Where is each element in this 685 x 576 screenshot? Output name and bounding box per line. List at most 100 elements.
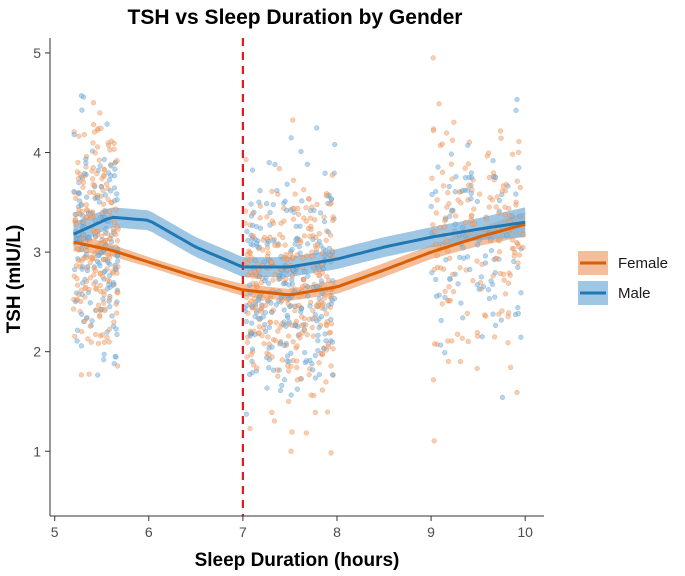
- data-point: [98, 250, 105, 256]
- data-point: [75, 246, 81, 252]
- data-point: [84, 207, 90, 213]
- data-point: [501, 277, 507, 283]
- data-point: [471, 221, 478, 227]
- data-point: [436, 101, 442, 107]
- data-point: [320, 300, 326, 307]
- data-point: [448, 161, 455, 167]
- data-point: [439, 169, 446, 175]
- data-point: [292, 191, 298, 197]
- data-point: [92, 182, 98, 189]
- data-point: [496, 311, 502, 317]
- data-point: [437, 225, 443, 231]
- data-point: [449, 137, 456, 143]
- data-point: [460, 224, 466, 231]
- data-point: [476, 286, 482, 292]
- data-point: [316, 360, 322, 366]
- data-point: [502, 204, 508, 210]
- data-point: [496, 249, 503, 255]
- data-point: [73, 221, 79, 227]
- data-point: [280, 273, 286, 279]
- data-point: [470, 278, 476, 284]
- data-point: [269, 309, 275, 316]
- data-point: [297, 240, 304, 246]
- data-point: [244, 339, 251, 346]
- data-point: [79, 107, 85, 113]
- data-point: [260, 247, 266, 253]
- data-point: [266, 345, 272, 351]
- data-point: [316, 273, 322, 279]
- data-point: [302, 349, 308, 356]
- data-point: [438, 317, 444, 324]
- data-point: [81, 170, 88, 177]
- data-point: [321, 346, 327, 352]
- data-point: [90, 100, 97, 106]
- data-point: [468, 196, 474, 202]
- data-point: [304, 253, 310, 259]
- data-point: [314, 283, 320, 290]
- data-point: [266, 351, 272, 358]
- data-point: [113, 310, 120, 316]
- data-point: [474, 282, 480, 288]
- data-point: [505, 340, 511, 346]
- data-point: [80, 231, 86, 237]
- data-point: [457, 254, 463, 261]
- data-point: [277, 231, 283, 238]
- data-point: [269, 259, 275, 265]
- data-point: [316, 325, 322, 331]
- data-point: [299, 322, 305, 329]
- data-point: [101, 288, 107, 295]
- legend-label-male: Male: [618, 285, 651, 302]
- male-ci-ribbon: [73, 207, 526, 277]
- data-point: [449, 176, 455, 182]
- data-point: [494, 194, 500, 200]
- x-tick-label: 5: [51, 524, 59, 540]
- data-point: [483, 216, 490, 222]
- legend: Female Male: [578, 251, 668, 305]
- data-point: [318, 278, 325, 284]
- data-point: [312, 352, 319, 359]
- data-point: [464, 310, 470, 317]
- data-point: [259, 332, 265, 339]
- data-point: [281, 342, 287, 349]
- data-point: [459, 188, 466, 194]
- data-point: [74, 297, 81, 303]
- data-point: [79, 328, 85, 335]
- data-point: [299, 283, 306, 290]
- data-point: [514, 178, 520, 184]
- data-point: [254, 365, 260, 371]
- data-point: [498, 135, 504, 141]
- data-point: [467, 266, 473, 273]
- data-point: [465, 142, 471, 148]
- data-point: [507, 272, 513, 278]
- data-point: [292, 307, 298, 314]
- data-point: [246, 371, 253, 378]
- data-point: [513, 191, 519, 197]
- data-point: [72, 216, 79, 222]
- x-tick-label: 10: [517, 524, 533, 540]
- data-point: [460, 315, 466, 321]
- data-point: [248, 255, 255, 261]
- data-point: [321, 214, 327, 220]
- data-point: [310, 367, 316, 373]
- data-point: [101, 173, 107, 179]
- data-point: [76, 191, 82, 197]
- data-point: [431, 228, 438, 235]
- x-tick-label: 9: [427, 524, 435, 540]
- data-point: [458, 300, 464, 306]
- data-point: [312, 375, 319, 381]
- data-point: [305, 293, 311, 299]
- data-point: [446, 284, 452, 290]
- data-point: [107, 188, 114, 194]
- data-point: [109, 313, 115, 319]
- data-point: [433, 210, 439, 216]
- data-point: [278, 253, 284, 260]
- data-point: [507, 364, 514, 371]
- data-point: [303, 204, 309, 211]
- data-point: [474, 242, 481, 248]
- data-point: [492, 174, 499, 181]
- data-point: [329, 297, 335, 304]
- data-point: [243, 411, 250, 417]
- data-point: [256, 324, 263, 330]
- data-point: [488, 247, 495, 254]
- male-smooth-line: [72, 215, 526, 269]
